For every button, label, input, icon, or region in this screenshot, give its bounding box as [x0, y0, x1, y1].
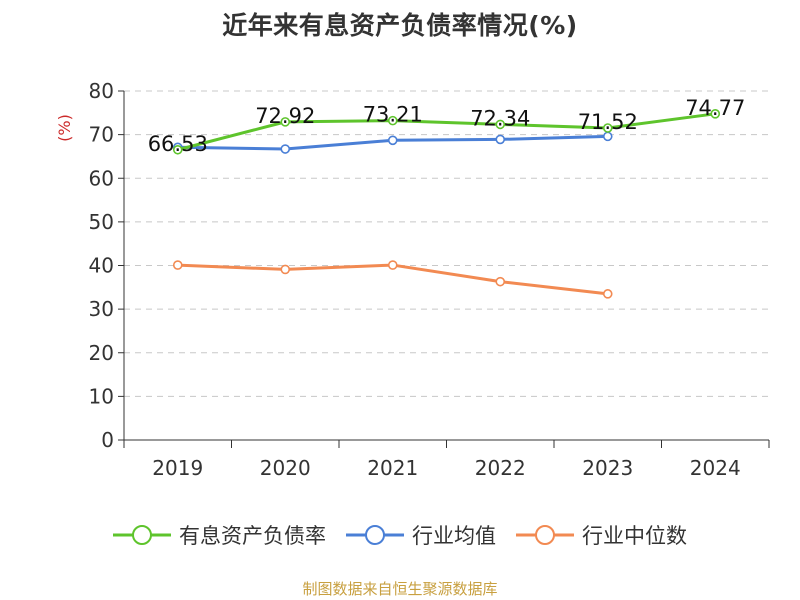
legend-label: 行业中位数 — [582, 524, 687, 548]
source-note: 制图数据来自恒生聚源数据库 — [302, 580, 498, 598]
data-label: 72.92 — [255, 104, 315, 128]
x-tick-label: 2020 — [260, 456, 311, 480]
x-tick-label: 2019 — [152, 456, 203, 480]
legend-item[interactable]: 行业中位数 — [516, 520, 687, 550]
y-tick-label: 40 — [89, 254, 114, 278]
data-point — [495, 276, 506, 287]
y-tick-label: 30 — [89, 297, 114, 321]
legend-label: 有息资产负债率 — [179, 524, 326, 548]
data-point — [387, 135, 398, 146]
x-tick-label: 2023 — [582, 456, 633, 480]
x-tick-label: 2024 — [690, 456, 741, 480]
data-point — [602, 289, 613, 299]
chart-title: 近年来有息资产负债率情况(%) — [222, 11, 578, 40]
series-line — [177, 112, 716, 152]
y-tick-label: 80 — [89, 79, 114, 103]
y-tick-label: 10 — [89, 384, 114, 408]
legend-item[interactable]: 行业均值 — [346, 520, 496, 550]
data-label: 74.77 — [685, 96, 745, 120]
y-tick-label: 60 — [89, 166, 114, 190]
legend-line-marker-icon — [113, 525, 171, 545]
data-point — [387, 115, 398, 126]
x-tick-label: 2022 — [475, 456, 526, 480]
data-point — [280, 144, 291, 154]
y-tick-label: 20 — [89, 341, 114, 365]
data-point — [172, 144, 183, 155]
data-label: 72.34 — [470, 106, 530, 130]
data-point — [387, 260, 398, 270]
y-tick-label: 50 — [89, 210, 114, 234]
data-label: 66.53 — [148, 132, 208, 156]
data-label: 71.52 — [578, 110, 638, 134]
data-point — [280, 264, 291, 275]
data-point — [602, 123, 613, 133]
data-point — [172, 260, 183, 270]
data-point — [495, 119, 506, 130]
legend-line-marker-icon — [346, 525, 404, 545]
x-tick-label: 2021 — [367, 456, 418, 480]
data-label: 73.21 — [363, 103, 423, 127]
y-tick-label: 0 — [101, 428, 114, 452]
data-point — [710, 109, 721, 119]
y-tick-label: 70 — [89, 123, 114, 147]
data-point — [280, 117, 291, 127]
y-axis-label: (%) — [55, 114, 74, 142]
legend-line-marker-icon — [516, 525, 574, 545]
data-point — [495, 134, 506, 145]
chart-legend: 有息资产负债率 行业均值 行业中位数 — [0, 520, 800, 550]
legend-label: 行业均值 — [412, 524, 496, 548]
legend-item[interactable]: 有息资产负债率 — [113, 520, 326, 550]
